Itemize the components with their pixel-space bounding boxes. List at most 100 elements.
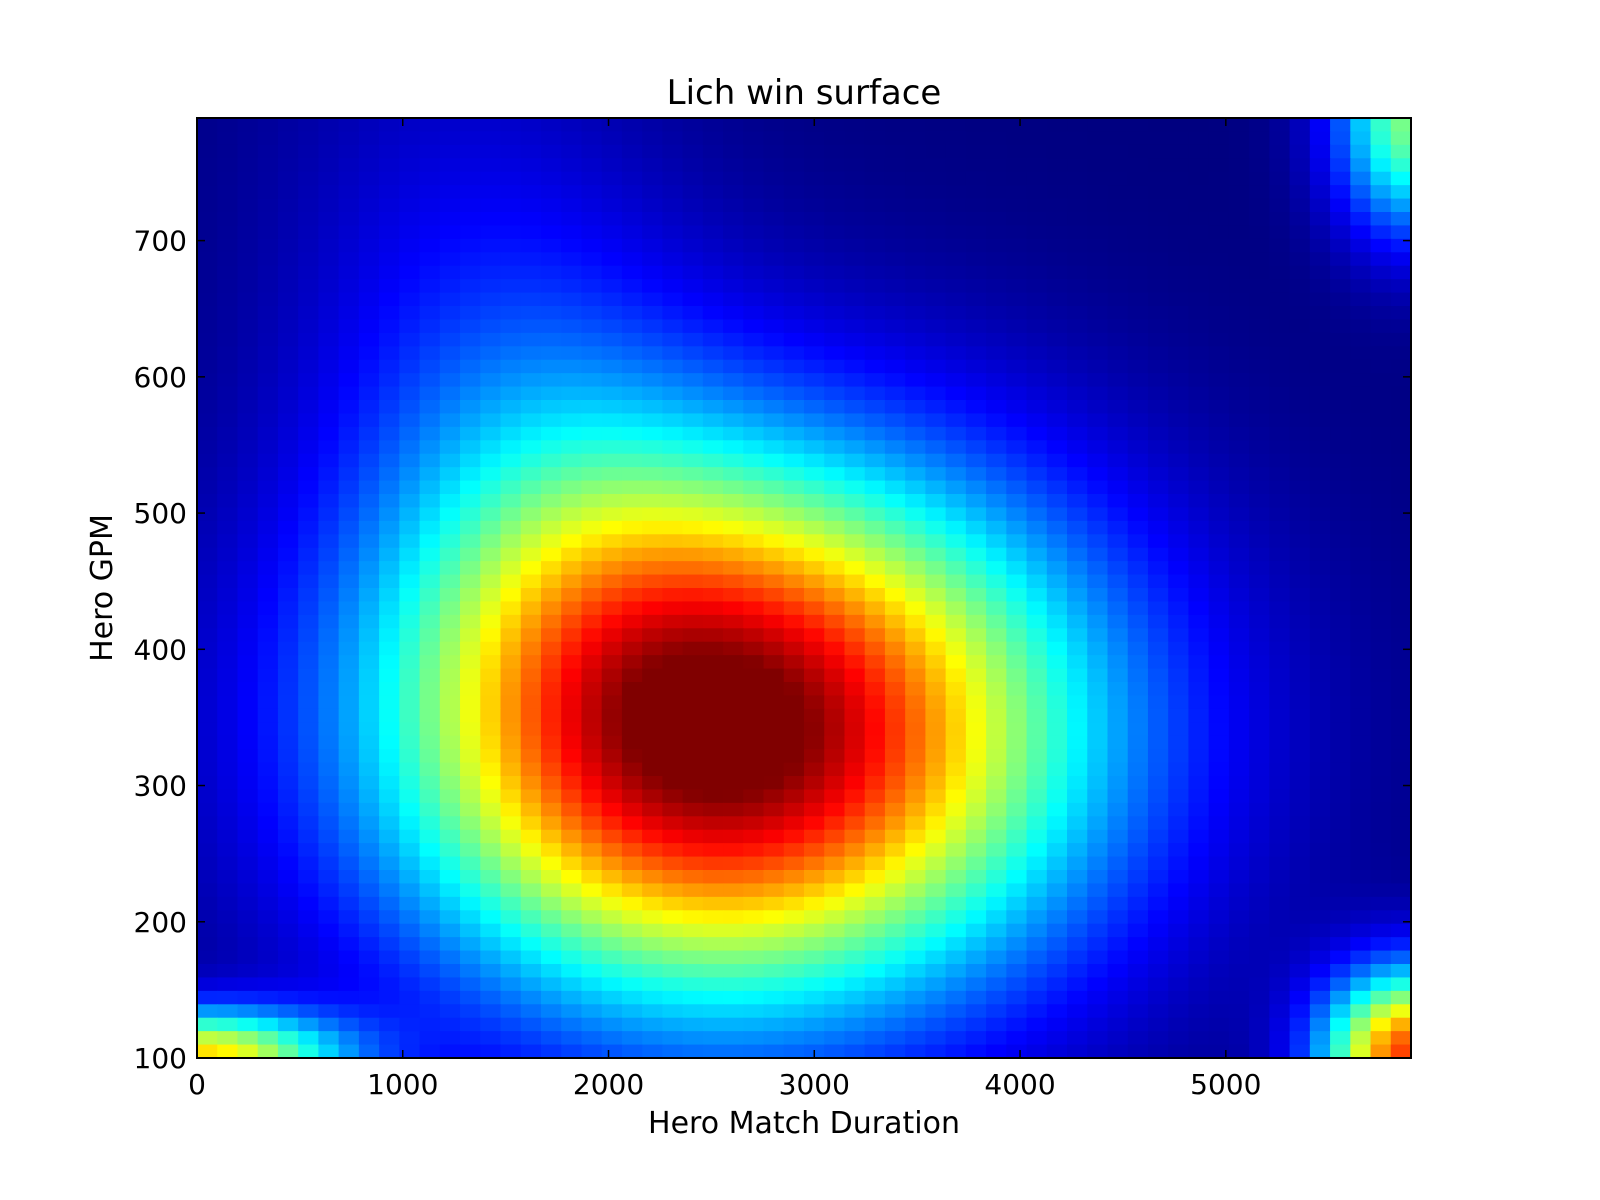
heatmap-cell <box>561 144 583 159</box>
heatmap-cell <box>1269 923 1291 938</box>
heatmap-cell <box>561 695 583 710</box>
heatmap-cell <box>520 561 542 576</box>
heatmap-cell <box>1390 802 1412 817</box>
heatmap-cell <box>318 426 340 441</box>
heatmap-cell <box>1046 185 1068 200</box>
heatmap-cell <box>1330 238 1351 253</box>
heatmap-cell <box>1026 668 1048 683</box>
heatmap-cell <box>1269 561 1291 576</box>
heatmap-cell <box>1208 937 1230 952</box>
heatmap-cell <box>621 547 643 562</box>
heatmap-cell <box>1188 601 1210 616</box>
heatmap-cell <box>1006 534 1028 549</box>
heatmap-cell <box>1228 158 1250 173</box>
heatmap-cell <box>1147 668 1169 683</box>
heatmap-cell <box>1269 306 1291 321</box>
heatmap-cell <box>1370 144 1392 159</box>
heatmap-cell <box>298 131 319 146</box>
heatmap-cell <box>439 440 461 455</box>
heatmap-cell <box>298 507 319 522</box>
heatmap-cell <box>884 265 906 280</box>
heatmap-cell <box>237 453 259 468</box>
heatmap-cell <box>1249 950 1270 965</box>
heatmap-cell <box>844 937 866 952</box>
heatmap-cell <box>1026 346 1048 361</box>
heatmap-cell <box>1309 588 1331 603</box>
heatmap-cell <box>318 816 340 831</box>
heatmap-cell <box>1390 950 1412 965</box>
heatmap-cell <box>1188 373 1210 388</box>
heatmap-cell <box>500 802 522 817</box>
heatmap-cell <box>1107 198 1129 213</box>
heatmap-cell <box>965 332 987 347</box>
heatmap-cell <box>358 306 380 321</box>
heatmap-cell <box>1390 440 1412 455</box>
heatmap-cell <box>379 937 400 952</box>
heatmap-cell <box>1330 561 1351 576</box>
heatmap-cell <box>905 212 926 227</box>
heatmap-cell <box>439 910 461 925</box>
heatmap-cell <box>1026 708 1048 723</box>
heatmap-cell <box>1188 990 1210 1005</box>
heatmap-cell <box>986 373 1007 388</box>
heatmap-cell <box>905 910 926 925</box>
heatmap-cell <box>642 185 663 200</box>
heatmap-cell <box>662 534 684 549</box>
heatmap-cell <box>500 749 522 764</box>
heatmap-cell <box>419 400 441 415</box>
heatmap-cell <box>1390 601 1412 616</box>
heatmap-cell <box>945 990 967 1005</box>
heatmap-cell <box>986 614 1007 629</box>
heatmap-cell <box>723 588 744 603</box>
heatmap-cell <box>358 950 380 965</box>
heatmap-cell <box>986 816 1007 831</box>
heatmap-cell <box>601 265 623 280</box>
heatmap-cell <box>1147 225 1169 240</box>
heatmap-cell <box>1370 332 1392 347</box>
heatmap-cell <box>601 467 623 482</box>
heatmap-cell <box>1147 198 1169 213</box>
heatmap-cell <box>1208 252 1230 267</box>
heatmap-cell <box>965 386 987 401</box>
heatmap-cell <box>358 534 380 549</box>
heatmap-cell <box>358 440 380 455</box>
heatmap-cell <box>662 453 684 468</box>
heatmap-cell <box>1269 574 1291 589</box>
heatmap-cell <box>844 816 866 831</box>
heatmap-cell <box>1309 614 1331 629</box>
heatmap-cell <box>1309 682 1331 697</box>
heatmap-cell <box>702 131 724 146</box>
heatmap-cell <box>358 238 380 253</box>
heatmap-cell <box>723 789 744 804</box>
heatmap-cell <box>257 816 279 831</box>
heatmap-cell <box>399 319 421 334</box>
heatmap-cell <box>905 896 926 911</box>
heatmap-cell <box>439 1017 461 1032</box>
heatmap-cell <box>1330 762 1351 777</box>
heatmap-cell <box>520 937 542 952</box>
heatmap-cell <box>540 561 562 576</box>
heatmap-cell <box>1067 601 1088 616</box>
heatmap-cell <box>1289 668 1311 683</box>
heatmap-cell <box>824 641 846 656</box>
heatmap-cell <box>237 306 259 321</box>
heatmap-cell <box>1249 426 1270 441</box>
heatmap-cell <box>1107 695 1129 710</box>
heatmap-cell <box>804 440 825 455</box>
heatmap-cell <box>662 614 684 629</box>
heatmap-cell <box>945 238 967 253</box>
heatmap-cell <box>298 950 319 965</box>
heatmap-cell <box>439 118 461 133</box>
heatmap-cell <box>1370 762 1392 777</box>
heatmap-cell <box>1390 708 1412 723</box>
heatmap-cell <box>1067 695 1088 710</box>
heatmap-cell <box>986 977 1007 992</box>
heatmap-cell <box>439 614 461 629</box>
heatmap-cell <box>358 413 380 428</box>
heatmap-cell <box>1127 708 1149 723</box>
heatmap-cell <box>783 198 805 213</box>
heatmap-cell <box>500 252 522 267</box>
heatmap-cell <box>1127 735 1149 750</box>
heatmap-cell <box>1330 292 1351 307</box>
heatmap-cell <box>500 722 522 737</box>
